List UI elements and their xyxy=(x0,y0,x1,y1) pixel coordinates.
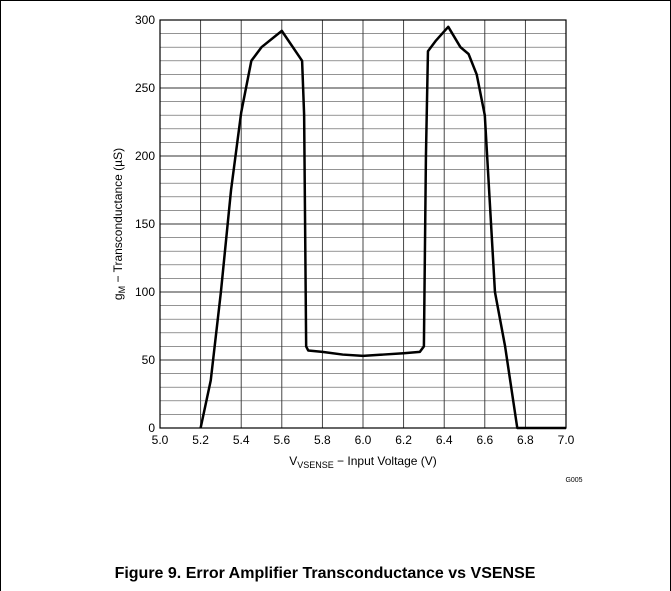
x-tick-label: 6.6 xyxy=(476,433,493,447)
x-tick-label: 6.8 xyxy=(517,433,534,447)
x-axis-label: VVSENSE − Input Voltage (V) xyxy=(289,454,437,470)
label-text: V xyxy=(289,454,297,468)
x-tick-label: 5.0 xyxy=(152,433,169,447)
x-tick-label: 5.6 xyxy=(273,433,290,447)
x-tick-label: 5.8 xyxy=(314,433,331,447)
y-tick-label: 0 xyxy=(148,421,155,435)
y-tick-label: 150 xyxy=(135,217,155,231)
x-tick-label: 7.0 xyxy=(558,433,575,447)
x-tick-label: 5.2 xyxy=(192,433,209,447)
y-axis-label: gM − Transconductance (µS) xyxy=(111,148,127,300)
y-tick-label: 200 xyxy=(135,149,155,163)
caption: Figure 9. Error Amplifier Transconductan… xyxy=(115,565,536,582)
data-line xyxy=(199,25,566,430)
label-subscript: M xyxy=(117,286,127,294)
x-tick-label: 6.2 xyxy=(395,433,412,447)
x-tick-label: 5.4 xyxy=(233,433,250,447)
label-text: − Transconductance (µS) xyxy=(111,148,125,286)
x-tick-label: 6.4 xyxy=(436,433,453,447)
label-subscript: VSENSE xyxy=(297,460,334,470)
label-text: − Input Voltage (V) xyxy=(334,454,437,468)
y-tick-label: 300 xyxy=(135,13,155,27)
x-tick-label: 6.0 xyxy=(355,433,372,447)
y-tick-label: 50 xyxy=(142,353,156,367)
plot-border xyxy=(159,19,567,429)
y-tick-label: 100 xyxy=(135,285,155,299)
figure-code: G005 xyxy=(565,477,582,484)
label-text: g xyxy=(111,293,125,300)
y-tick-label: 250 xyxy=(135,81,155,95)
